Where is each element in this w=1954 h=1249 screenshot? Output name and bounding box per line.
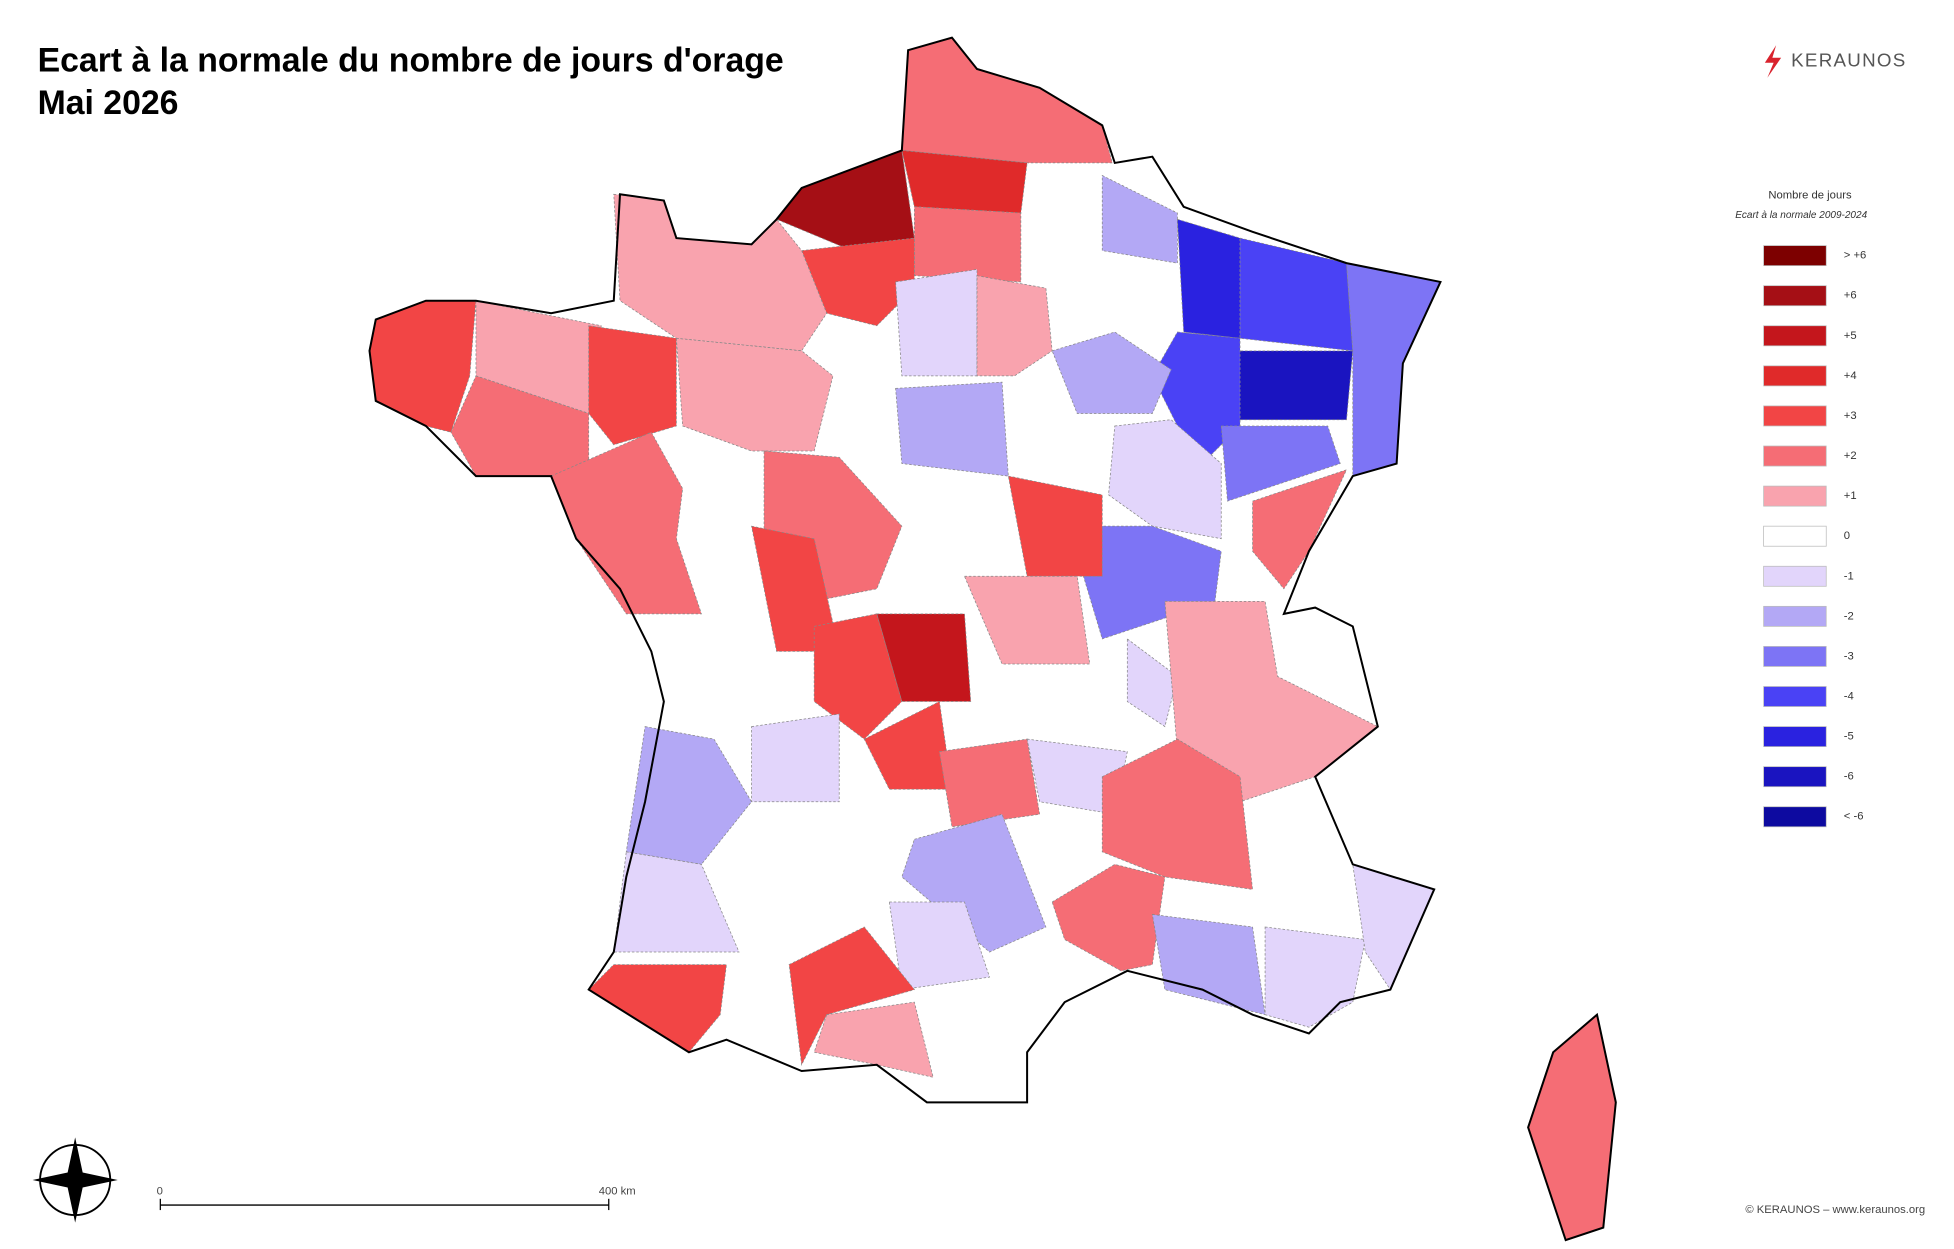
region	[625, 726, 752, 865]
legend-label: -1	[1844, 570, 1854, 582]
region	[813, 1001, 934, 1078]
legend-title: Nombre de jours	[1768, 189, 1852, 201]
region	[913, 206, 1022, 283]
legend-swatch	[1763, 525, 1827, 547]
legend-swatch	[1763, 565, 1827, 587]
region	[901, 813, 1047, 953]
legend-label: -5	[1844, 731, 1854, 743]
legend-label: +3	[1844, 410, 1857, 422]
legend-label: +2	[1844, 450, 1857, 462]
region	[801, 237, 915, 327]
legend-label: -4	[1844, 691, 1854, 703]
region	[938, 738, 1041, 828]
region	[751, 713, 840, 803]
compass	[32, 1137, 118, 1223]
scale-label: 400 km	[599, 1185, 636, 1197]
legend-label: > +6	[1844, 250, 1867, 262]
region	[1126, 638, 1178, 728]
region	[1007, 475, 1103, 577]
scale-label: 0	[157, 1185, 163, 1197]
legend-swatch	[1763, 245, 1827, 267]
region	[895, 268, 978, 377]
credit: © KERAUNOS – www.keraunos.org	[1745, 1204, 1925, 1216]
region	[751, 525, 840, 652]
legend-label: 0	[1844, 530, 1850, 542]
legend-label: +6	[1844, 290, 1857, 302]
region	[675, 337, 834, 452]
region	[550, 431, 702, 615]
legend-swatch	[1763, 686, 1827, 707]
region	[895, 381, 1009, 477]
legend-label: -2	[1844, 610, 1854, 622]
legend-subtitle: Ecart à la normale 2009-2024	[1735, 210, 1867, 221]
region	[963, 575, 1091, 665]
legend-swatch	[1763, 605, 1827, 627]
country-border	[368, 36, 1442, 1104]
logo-icon	[1764, 45, 1782, 78]
legend-swatch	[1763, 646, 1827, 667]
logo: KERAUNOS	[1791, 49, 1906, 70]
region	[1101, 174, 1178, 264]
region	[788, 926, 916, 1067]
region	[1051, 331, 1172, 414]
region	[876, 613, 972, 702]
legend-label: +5	[1844, 330, 1857, 342]
region	[976, 275, 1053, 377]
region	[1108, 419, 1222, 540]
legend-label: +4	[1844, 370, 1857, 382]
title: Ecart à la normale du nombre de jours d'…	[38, 42, 784, 80]
scale-bar: 0 400 km	[157, 1185, 636, 1211]
legend-swatch	[1763, 726, 1827, 748]
legend-label: < -6	[1844, 811, 1864, 823]
region	[1227, 350, 1354, 421]
region	[775, 149, 915, 252]
region	[588, 964, 727, 1053]
region	[888, 901, 991, 991]
legend-swatch	[1763, 445, 1827, 467]
legend-label: -6	[1844, 771, 1854, 783]
legend-swatch	[1763, 285, 1827, 307]
region	[1252, 469, 1348, 590]
legend-swatch	[1763, 806, 1827, 828]
regions	[369, 37, 1441, 1078]
region	[1177, 218, 1241, 339]
region	[588, 325, 677, 446]
legend-swatch	[1763, 365, 1827, 387]
region	[1239, 237, 1354, 352]
region	[1051, 863, 1166, 972]
legend-swatch	[1763, 766, 1827, 788]
legend: Nombre de jours Ecart à la normale 2009-…	[1735, 189, 1868, 828]
compass-star	[32, 1137, 118, 1223]
france-map	[368, 36, 1617, 1242]
region	[813, 613, 903, 740]
legend-swatch	[1763, 405, 1827, 427]
title: Mai 2026	[38, 84, 179, 122]
legend-swatch	[1763, 485, 1827, 507]
legend-label: -3	[1844, 650, 1854, 662]
region	[1220, 425, 1341, 502]
region	[613, 851, 740, 953]
legend-swatch	[1763, 325, 1827, 347]
region	[1101, 738, 1253, 890]
corsica	[1527, 1012, 1617, 1242]
legend-label: +1	[1844, 490, 1857, 502]
